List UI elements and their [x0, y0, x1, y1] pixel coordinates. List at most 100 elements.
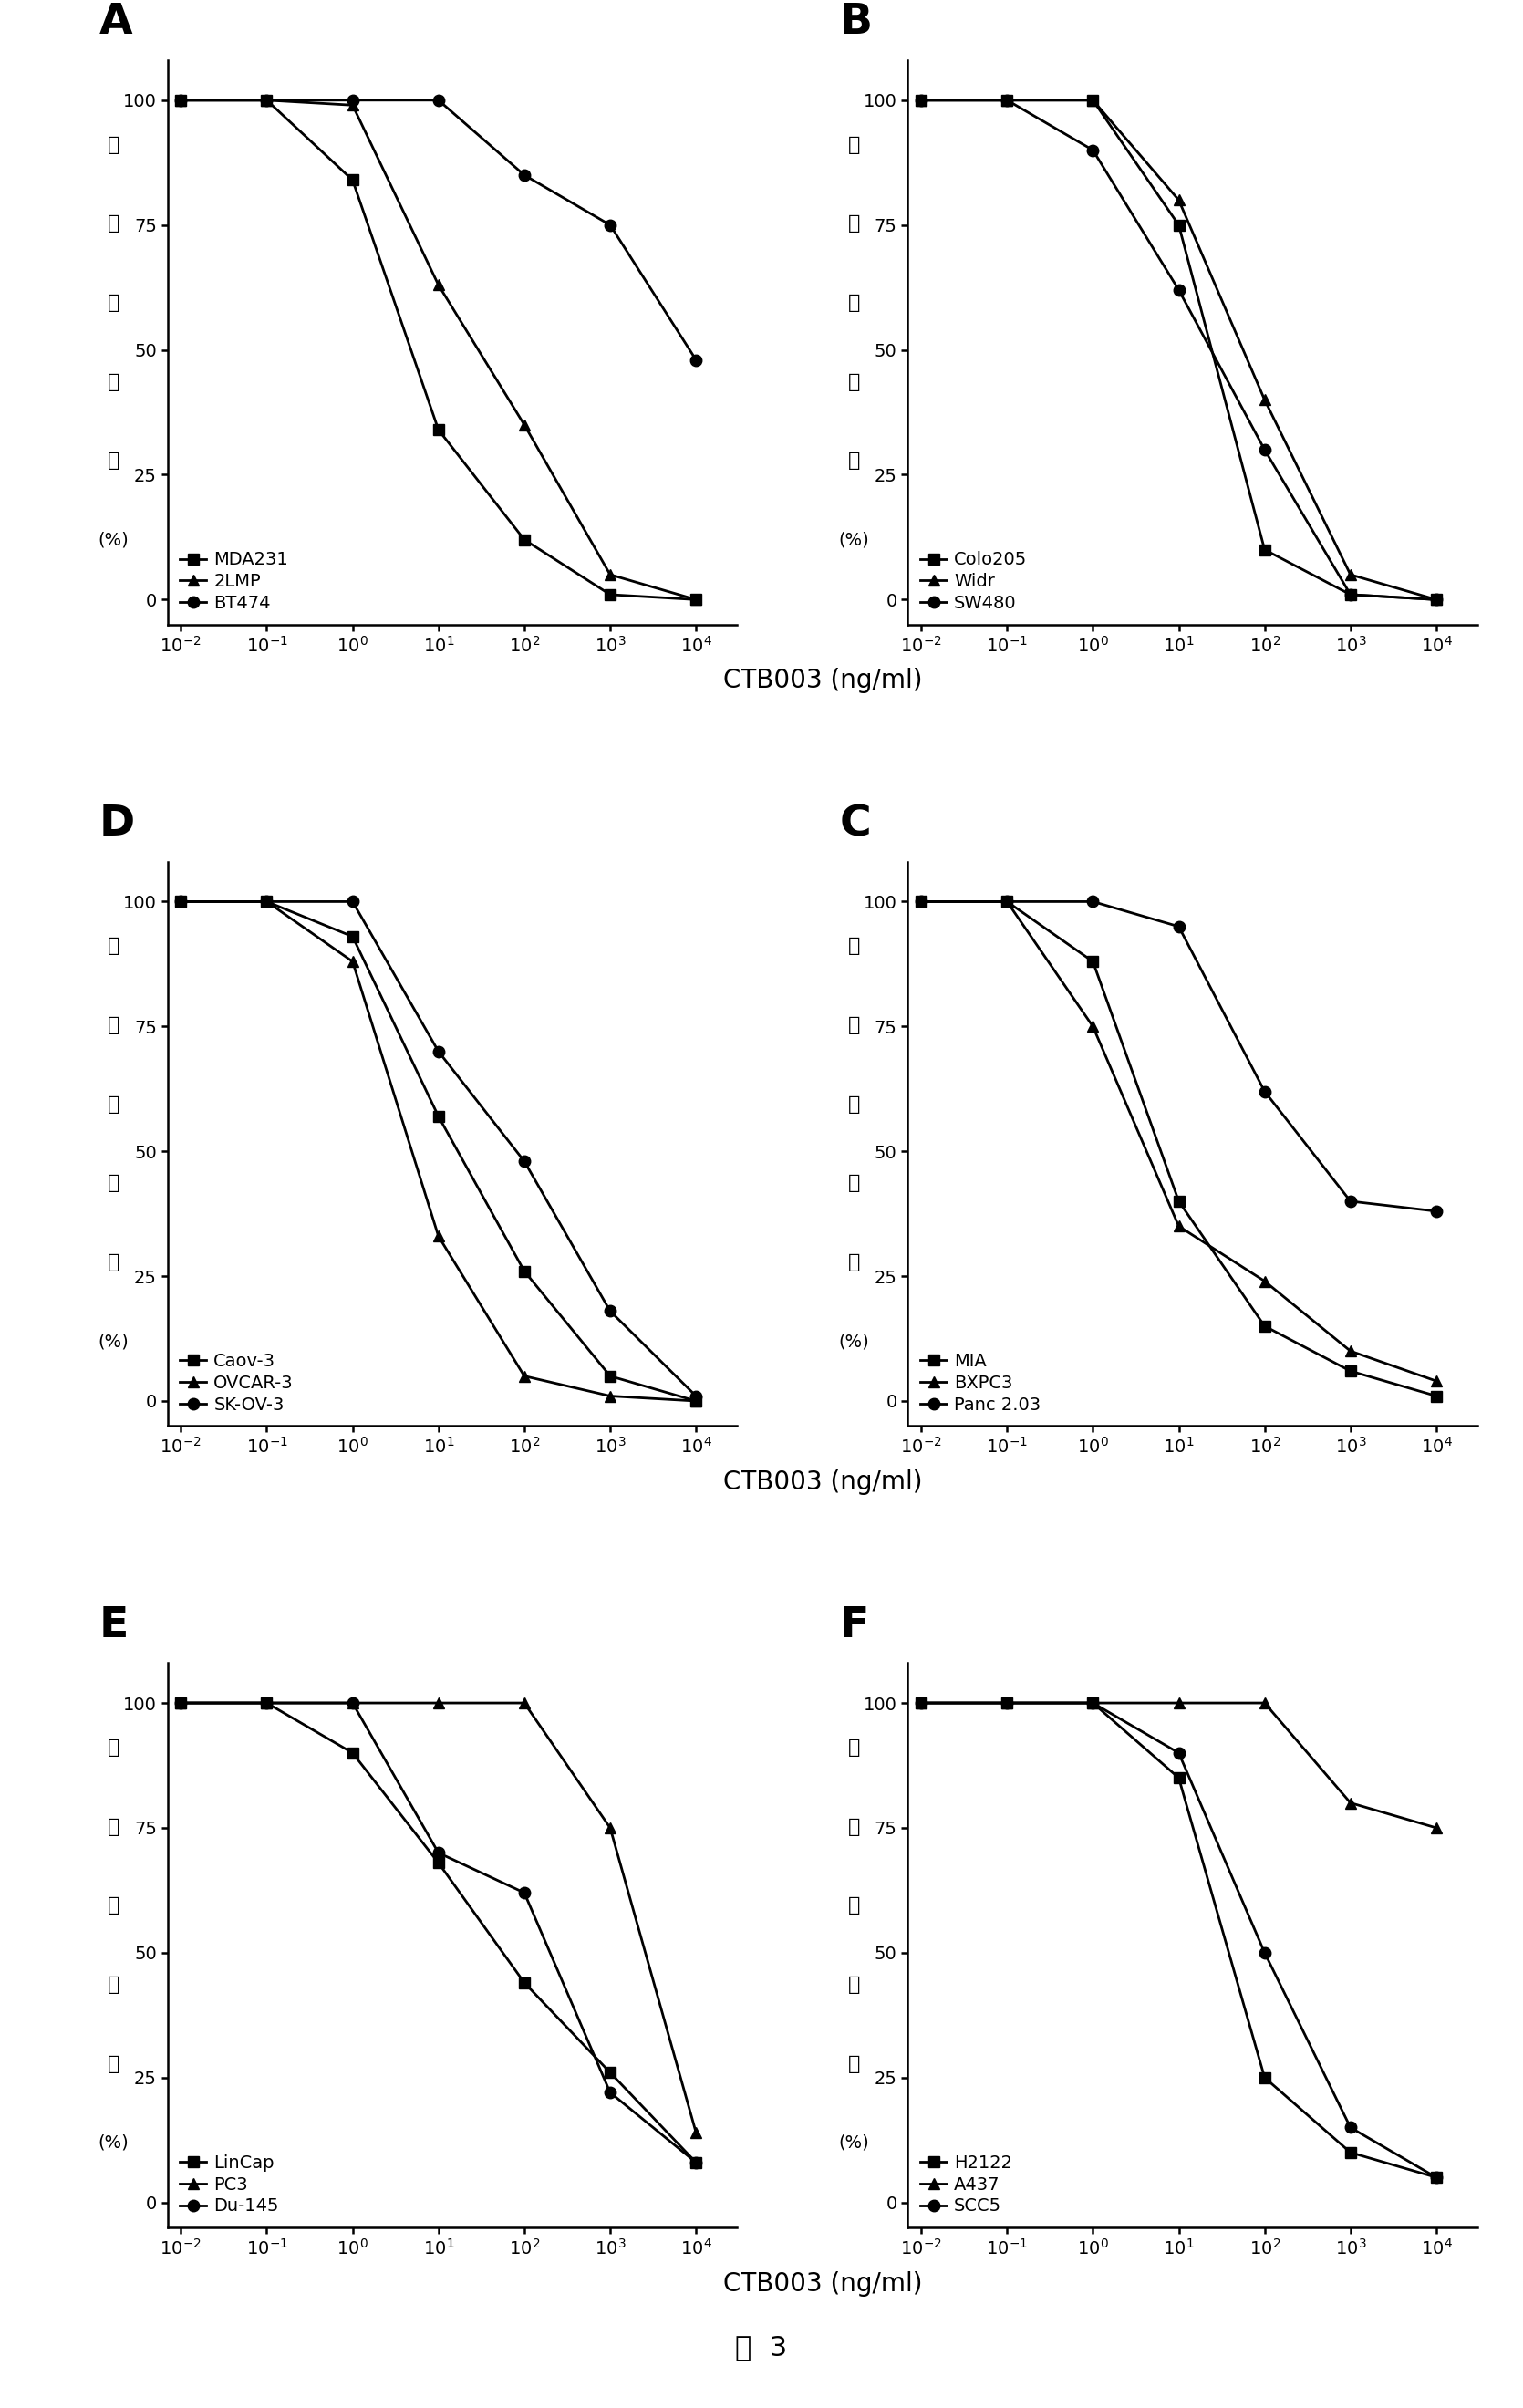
SK-OV-3 [257, 886, 276, 915]
Widr [912, 87, 931, 116]
A437 [1084, 1688, 1103, 1717]
Text: 细: 细 [848, 937, 860, 956]
OVCAR-3 [687, 1387, 705, 1416]
Legend: MDA231, 2LMP, BT474: MDA231, 2LMP, BT474 [177, 547, 292, 616]
Text: 存: 存 [848, 294, 860, 313]
OVCAR-3 [602, 1382, 620, 1411]
Text: 胞: 胞 [107, 214, 119, 234]
Text: 活: 活 [107, 1175, 119, 1192]
Du-145 [515, 1878, 533, 1907]
A437 [912, 1688, 931, 1717]
2LMP [343, 92, 361, 120]
Line: PC3: PC3 [175, 1698, 702, 2138]
A437 [1342, 1789, 1360, 1818]
MDA231 [515, 525, 533, 554]
Colo205 [1342, 580, 1360, 609]
MIA [912, 886, 931, 915]
Legend: Caov-3, OVCAR-3, SK-OV-3: Caov-3, OVCAR-3, SK-OV-3 [177, 1348, 297, 1418]
Text: (%): (%) [97, 2133, 129, 2150]
SK-OV-3 [172, 886, 190, 915]
Text: E: E [99, 1606, 129, 1647]
BT474 [602, 209, 620, 238]
PC3 [515, 1688, 533, 1717]
Legend: MIA, BXPC3, Panc 2.03: MIA, BXPC3, Panc 2.03 [917, 1348, 1045, 1418]
Text: (%): (%) [97, 532, 129, 549]
OVCAR-3 [257, 886, 276, 915]
SW480 [1084, 135, 1103, 164]
Text: 图  3: 图 3 [736, 2336, 787, 2360]
LinCap [515, 1967, 533, 1996]
BXPC3 [1427, 1368, 1445, 1397]
2LMP [515, 409, 533, 438]
H2122 [1084, 1688, 1103, 1717]
LinCap [602, 2059, 620, 2088]
MDA231 [257, 87, 276, 116]
LinCap [429, 1849, 448, 1878]
MIA [1427, 1382, 1445, 1411]
Panc 2.03 [1255, 1076, 1273, 1105]
Text: 活: 活 [107, 1975, 119, 1994]
SW480 [998, 87, 1016, 116]
Text: B: B [839, 2, 873, 43]
Line: BT474: BT474 [175, 94, 702, 366]
LinCap [257, 1688, 276, 1717]
MIA [1342, 1356, 1360, 1385]
SW480 [1342, 580, 1360, 609]
Line: BXPC3: BXPC3 [915, 896, 1442, 1387]
BT474 [687, 344, 705, 373]
PC3 [172, 1688, 190, 1717]
Text: 细: 细 [107, 1739, 119, 1758]
PC3 [602, 1813, 620, 1842]
SCC5 [1170, 1739, 1188, 1767]
SK-OV-3 [515, 1146, 533, 1175]
Colo205 [1427, 585, 1445, 614]
Text: 胞: 胞 [107, 1818, 119, 1835]
MDA231 [687, 585, 705, 614]
Text: 胞: 胞 [848, 1818, 860, 1835]
Widr [1084, 87, 1103, 116]
SK-OV-3 [343, 886, 361, 915]
Line: Widr: Widr [915, 94, 1442, 604]
Line: LinCap: LinCap [175, 1698, 702, 2167]
SK-OV-3 [602, 1296, 620, 1324]
Panc 2.03 [1342, 1187, 1360, 1216]
LinCap [343, 1739, 361, 1767]
Text: 胞: 胞 [848, 1016, 860, 1035]
PC3 [687, 2119, 705, 2148]
SCC5 [912, 1688, 931, 1717]
Text: 率: 率 [848, 2054, 860, 2073]
Caov-3 [687, 1387, 705, 1416]
2LMP [172, 87, 190, 116]
Line: Du-145: Du-145 [175, 1698, 702, 2167]
Caov-3 [429, 1103, 448, 1132]
Text: 存: 存 [107, 1898, 119, 1914]
Line: Panc 2.03: Panc 2.03 [915, 896, 1442, 1216]
Text: 存: 存 [107, 1096, 119, 1112]
BT474 [429, 87, 448, 116]
Text: (%): (%) [838, 2133, 870, 2150]
Text: 活: 活 [848, 373, 860, 390]
Text: CTB003 (ng/ml): CTB003 (ng/ml) [723, 1469, 921, 1495]
BT474 [515, 161, 533, 190]
Text: A: A [99, 2, 133, 43]
Widr [1427, 585, 1445, 614]
Caov-3 [343, 922, 361, 951]
H2122 [1427, 2162, 1445, 2191]
Legend: H2122, A437, SCC5: H2122, A437, SCC5 [917, 2150, 1016, 2218]
BT474 [172, 87, 190, 116]
Colo205 [1170, 209, 1188, 238]
Text: 胞: 胞 [848, 214, 860, 234]
2LMP [602, 561, 620, 590]
Colo205 [998, 87, 1016, 116]
Line: OVCAR-3: OVCAR-3 [175, 896, 702, 1406]
Line: H2122: H2122 [915, 1698, 1442, 2184]
Text: 率: 率 [848, 453, 860, 470]
Line: MDA231: MDA231 [175, 94, 702, 604]
Caov-3 [602, 1361, 620, 1389]
PC3 [257, 1688, 276, 1717]
Line: SK-OV-3: SK-OV-3 [175, 896, 702, 1401]
BXPC3 [1170, 1211, 1188, 1240]
Text: 活: 活 [848, 1975, 860, 1994]
Text: 细: 细 [848, 1739, 860, 1758]
Text: CTB003 (ng/ml): CTB003 (ng/ml) [723, 667, 921, 694]
